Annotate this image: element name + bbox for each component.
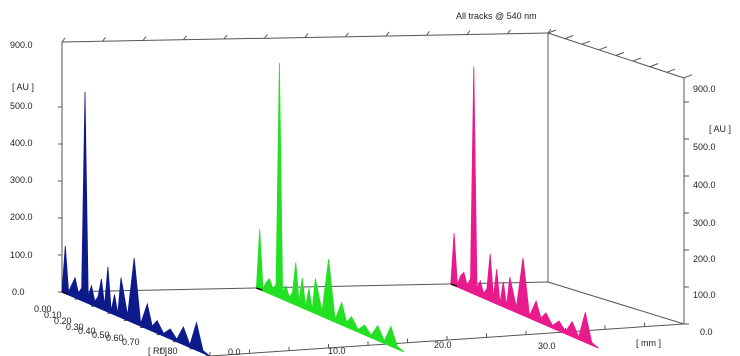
rf-tick-label: 0.00 (34, 304, 52, 314)
top-edge-tick (507, 29, 511, 35)
bottom-right-edge (547, 281, 685, 325)
rf-tick-label: 0.70 (122, 337, 140, 347)
left-tick-label: 400.0 (10, 138, 33, 148)
mm-axis-labels: 0.0 10.0 20.0 30.0 [ mm ] (228, 338, 661, 356)
track-start-marker (256, 287, 263, 291)
top-right-edge-tick (598, 46, 608, 51)
track-area (61, 91, 210, 356)
top-edge-tick (385, 31, 390, 37)
top-right-edge-tick (632, 57, 642, 62)
left-axis-labels: 900.0 [ AU ] 500.0 400.0 300.0 200.0 100… (10, 40, 34, 297)
right-tick-label: 100.0 (693, 290, 716, 300)
mm-tick-label: 0.0 (228, 347, 241, 356)
top-edge-tick (466, 30, 471, 35)
right-tick-label: 400.0 (693, 180, 716, 190)
rf-tick-label: 0.40 (78, 326, 96, 336)
right-tick-label: 0.0 (700, 327, 713, 337)
rf-axis-unit: [ Rf ] (148, 346, 167, 356)
track-series (61, 91, 210, 356)
top-edge-tick (426, 30, 430, 36)
top-edge-tick (142, 36, 147, 41)
top-right-edge-tick (683, 74, 693, 79)
rf-tick-label: 0.80 (160, 346, 178, 356)
top-edge-tick (264, 33, 268, 39)
mm-axis-line (209, 323, 685, 356)
top-right-edge-tick (547, 29, 557, 34)
top-right-edge-tick (615, 51, 625, 56)
chart-title: All tracks @ 540 nm (456, 11, 537, 21)
left-tick-label: 900.0 (10, 40, 33, 50)
track-area (255, 62, 405, 353)
rf-tick-label: 0.10 (44, 310, 62, 320)
top-right-edge-tick (581, 40, 591, 45)
left-axis-unit: [ AU ] (12, 82, 34, 92)
track-start-marker (61, 291, 69, 295)
mm-tick-label: 10.0 (328, 346, 346, 356)
rf-tick-label: 0.60 (106, 333, 124, 343)
track-area (450, 66, 599, 349)
axis-frame (61, 32, 685, 356)
track-series (450, 66, 599, 349)
rf-tick-label: 0.30 (66, 322, 84, 332)
left-tick-label: 100.0 (10, 250, 33, 260)
left-tick-label: 200.0 (10, 212, 33, 222)
right-tick-label: 900.0 (693, 84, 716, 94)
right-tick-label: 200.0 (693, 254, 716, 264)
top-edge-tick (102, 36, 106, 42)
mm-axis-unit: [ mm ] (636, 338, 661, 348)
top-edge-tick (61, 37, 66, 43)
top-edge-tick (223, 34, 228, 40)
tracks (61, 62, 599, 356)
rf-axis-labels: 0.00 0.10 0.20 0.30 0.40 0.50 0.60 0.70 … (34, 304, 178, 356)
top-edge-tick (345, 32, 349, 38)
right-tick-label: 500.0 (693, 142, 716, 152)
top-right-edge-tick (649, 63, 659, 68)
rf-tick-label: 0.20 (54, 316, 72, 326)
top-edge-tick (304, 33, 309, 38)
top-right-edge-tick (666, 68, 676, 73)
left-tick-label: 0.0 (12, 287, 25, 297)
tick-marks (58, 28, 693, 356)
left-tick-label: 500.0 (10, 101, 33, 111)
rf-tick-label: 0.50 (92, 330, 110, 340)
track-start-marker (450, 283, 458, 287)
top-right-edge-tick (564, 35, 574, 40)
top-right-edge (547, 32, 685, 79)
mm-tick-label: 30.0 (538, 341, 556, 351)
right-axis-labels: 900.0 [ AU ] 500.0 400.0 300.0 200.0 100… (693, 84, 731, 337)
track-series (255, 62, 405, 353)
right-tick-label: 300.0 (693, 218, 716, 228)
right-axis-unit: [ AU ] (709, 124, 731, 134)
mm-tick-label: 20.0 (434, 340, 452, 350)
left-tick-label: 300.0 (10, 175, 33, 185)
top-edge-tick (183, 35, 187, 41)
